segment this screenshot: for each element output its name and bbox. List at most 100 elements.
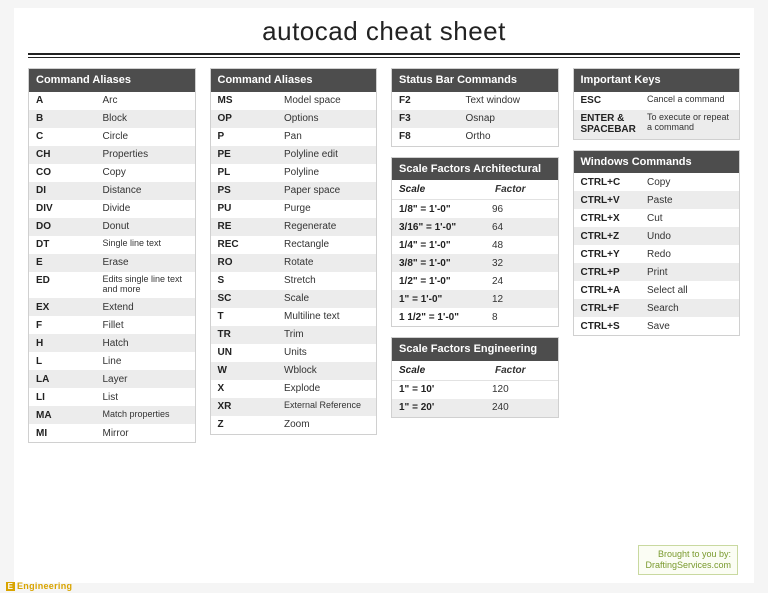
cell-key: P	[211, 128, 281, 146]
table-row: RECRectangle	[211, 236, 377, 254]
table-row: 3/16" = 1'-0"64	[392, 218, 558, 236]
column-3: Status Bar Commands F2Text windowF3Osnap…	[391, 68, 559, 443]
table-row: CTRL+SSave	[574, 317, 740, 335]
cell-value: Copy	[643, 173, 739, 191]
table-row: PUPurge	[211, 200, 377, 218]
table-row: OPOptions	[211, 110, 377, 128]
page-title: autocad cheat sheet	[28, 14, 740, 53]
cell-key: SC	[211, 290, 281, 308]
cell-key: MA	[29, 406, 99, 424]
card-header: Status Bar Commands	[392, 69, 558, 92]
cell-key: Z	[211, 416, 281, 434]
cell-key: H	[29, 334, 99, 352]
cell-key: F3	[392, 110, 462, 128]
cell-key: DT	[29, 236, 99, 254]
cell-key: CTRL+C	[574, 173, 644, 191]
cell-value: Polyline	[280, 164, 376, 182]
cell-key: 3/8" = 1'-0"	[392, 254, 488, 272]
table-row: ZZoom	[211, 416, 377, 434]
subheader-factor: Factor	[488, 361, 558, 380]
table-row: PPan	[211, 128, 377, 146]
double-rule	[28, 53, 740, 58]
table-row: DIDistance	[29, 182, 195, 200]
cell-value: Pan	[280, 128, 376, 146]
table-row: MSModel space	[211, 92, 377, 110]
table-row: 1/2" = 1'-0"24	[392, 272, 558, 290]
cell-value: Units	[280, 344, 376, 362]
column-2: Command Aliases MSModel spaceOPOptionsPP…	[210, 68, 378, 443]
column-1: Command Aliases AArcBBlockCCircleCHPrope…	[28, 68, 196, 443]
cell-key: PE	[211, 146, 281, 164]
cell-key: TR	[211, 326, 281, 344]
table-row: CTRL+CCopy	[574, 173, 740, 191]
card-statusbar: Status Bar Commands F2Text windowF3Osnap…	[391, 68, 559, 147]
cell-value: Multiline text	[280, 308, 376, 326]
cell-value: Paper space	[280, 182, 376, 200]
table-row: 1/4" = 1'-0"48	[392, 236, 558, 254]
cell-key: F8	[392, 128, 462, 146]
cell-key: DI	[29, 182, 99, 200]
cell-key: MI	[29, 424, 99, 442]
cell-key: CH	[29, 146, 99, 164]
cell-value: Properties	[99, 146, 195, 164]
cell-key: REC	[211, 236, 281, 254]
cell-value: External Reference	[280, 398, 376, 416]
cell-key: MS	[211, 92, 281, 110]
table-aliases-2: MSModel spaceOPOptionsPPanPEPolyline edi…	[211, 92, 377, 434]
table-row: EDEdits single line text and more	[29, 272, 195, 299]
table-row: F3Osnap	[392, 110, 558, 128]
cell-value: To execute or repeat a command	[643, 110, 739, 139]
card-scale-eng: Scale Factors Engineering Scale Factor 1…	[391, 337, 559, 418]
table-row: LALayer	[29, 370, 195, 388]
cell-key: X	[211, 380, 281, 398]
cell-key: 1 1/2" = 1'-0"	[392, 308, 488, 326]
table-row: CTRL+XCut	[574, 209, 740, 227]
table-scale-eng: 1" = 10'1201" = 20'240	[392, 381, 558, 417]
cell-value: Match properties	[99, 406, 195, 424]
cell-key: RO	[211, 254, 281, 272]
cell-value: Block	[99, 110, 195, 128]
cell-value: Rotate	[280, 254, 376, 272]
table-row: 1" = 20'240	[392, 399, 558, 417]
table-row: SCScale	[211, 290, 377, 308]
cell-value: Cut	[643, 209, 739, 227]
engineering-icon: E	[6, 582, 15, 591]
table-row: COCopy	[29, 164, 195, 182]
card-header: Scale Factors Engineering	[392, 338, 558, 361]
subheader: Scale Factor	[392, 180, 558, 200]
cell-value: 8	[488, 308, 558, 326]
table-row: DIVDivide	[29, 200, 195, 218]
table-row: MAMatch properties	[29, 406, 195, 424]
table-row: RERegenerate	[211, 218, 377, 236]
cell-key: CTRL+Y	[574, 245, 644, 263]
cell-value: Layer	[99, 370, 195, 388]
page: autocad cheat sheet Command Aliases AArc…	[14, 8, 754, 583]
table-row: TMultiline text	[211, 308, 377, 326]
table-row: BBlock	[29, 110, 195, 128]
cell-key: EX	[29, 298, 99, 316]
cell-key: CTRL+Z	[574, 227, 644, 245]
table-row: 1/8" = 1'-0"96	[392, 200, 558, 218]
cell-value: Osnap	[462, 110, 558, 128]
table-row: AArc	[29, 92, 195, 110]
table-row: MIMirror	[29, 424, 195, 442]
table-row: CTRL+YRedo	[574, 245, 740, 263]
cell-key: CTRL+P	[574, 263, 644, 281]
cell-key: E	[29, 254, 99, 272]
cell-value: Undo	[643, 227, 739, 245]
cell-key: C	[29, 128, 99, 146]
table-row: CTRL+FSearch	[574, 299, 740, 317]
table-row: ESCCancel a command	[574, 92, 740, 110]
card-header: Command Aliases	[211, 69, 377, 92]
cell-value: Purge	[280, 200, 376, 218]
cell-value: 96	[488, 200, 558, 218]
table-row: CTRL+ASelect all	[574, 281, 740, 299]
cell-value: Erase	[99, 254, 195, 272]
subheader-scale: Scale	[392, 361, 488, 380]
table-row: XExplode	[211, 380, 377, 398]
card-scale-arch: Scale Factors Architectural Scale Factor…	[391, 157, 559, 328]
table-row: 1 1/2" = 1'-0"8	[392, 308, 558, 326]
cell-value: 48	[488, 236, 558, 254]
cell-value: 120	[488, 381, 558, 399]
cell-key: B	[29, 110, 99, 128]
